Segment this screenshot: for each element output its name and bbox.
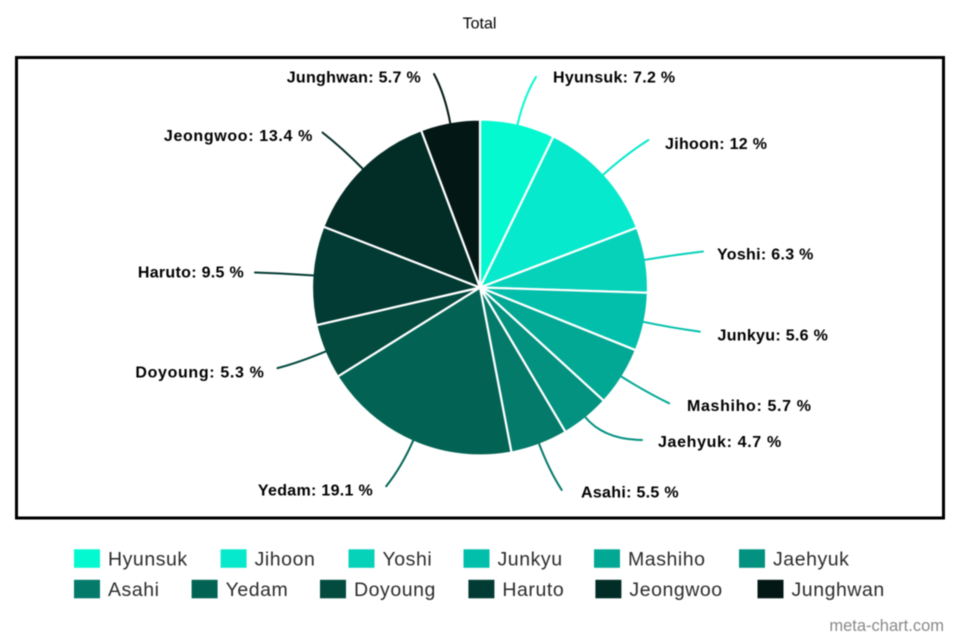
svg-text:Yoshi: 6.3 %: Yoshi: 6.3 % bbox=[717, 246, 814, 263]
svg-text:Junghwan: 5.7 %: Junghwan: 5.7 % bbox=[287, 69, 421, 86]
svg-text:Haruto: Haruto bbox=[502, 579, 564, 601]
svg-text:Doyoung: 5.3 %: Doyoung: 5.3 % bbox=[135, 364, 264, 381]
svg-text:Yedam: 19.1 %: Yedam: 19.1 % bbox=[258, 482, 373, 499]
svg-text:Junghwan: Junghwan bbox=[792, 579, 885, 601]
svg-text:Jaehyuk: Jaehyuk bbox=[773, 549, 849, 571]
svg-text:Yedam: Yedam bbox=[226, 579, 289, 601]
svg-text:Junkyu: Junkyu bbox=[498, 549, 563, 571]
svg-text:meta-chart.com: meta-chart.com bbox=[829, 617, 944, 635]
svg-text:Asahi: Asahi bbox=[108, 579, 160, 601]
svg-text:Doyoung: Doyoung bbox=[354, 579, 436, 601]
svg-text:Junkyu: 5.6 %: Junkyu: 5.6 % bbox=[718, 328, 829, 345]
svg-text:Jihoon: 12 %: Jihoon: 12 % bbox=[665, 136, 767, 153]
svg-text:Yoshi: Yoshi bbox=[383, 549, 433, 571]
svg-text:Mashiho: Mashiho bbox=[628, 549, 706, 571]
svg-text:Asahi: 5.5 %: Asahi: 5.5 % bbox=[581, 485, 679, 502]
svg-text:Jihoon: Jihoon bbox=[255, 549, 316, 571]
svg-text:Total: Total bbox=[463, 16, 497, 33]
svg-text:Haruto: 9.5 %: Haruto: 9.5 % bbox=[138, 264, 244, 281]
svg-text:Mashiho: 5.7 %: Mashiho: 5.7 % bbox=[687, 398, 812, 415]
svg-text:Jeongwoo: Jeongwoo bbox=[629, 579, 722, 601]
svg-text:Jeongwoo: 13.4 %: Jeongwoo: 13.4 % bbox=[164, 128, 313, 145]
svg-text:Hyunsuk: 7.2 %: Hyunsuk: 7.2 % bbox=[553, 69, 675, 86]
svg-text:Jaehyuk: 4.7 %: Jaehyuk: 4.7 % bbox=[658, 434, 782, 451]
svg-text:Hyunsuk: Hyunsuk bbox=[108, 549, 188, 571]
